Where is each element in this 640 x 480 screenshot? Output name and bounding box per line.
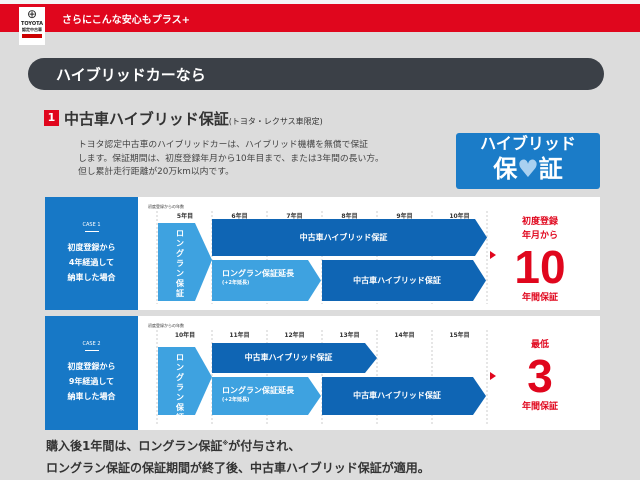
description-line: トヨタ認定中古車のハイブリッドカーは、ハイブリッド機構を無償で保証 [78, 140, 368, 150]
axis-label: 初度登録からの年数 [148, 323, 184, 328]
year-label: 5年目 [176, 213, 194, 220]
year-label: 6年目 [231, 213, 248, 220]
extend-label: ロングラン保証延長 (+2年延長) [222, 268, 312, 286]
year-label: 11年目 [229, 332, 250, 339]
year-label: 7年目 [286, 213, 303, 220]
footnote-mark: ※ [222, 440, 229, 447]
footer-text: が付与され、 [228, 439, 301, 453]
year-label: 10年目 [449, 213, 470, 220]
extend-label: ロングラン保証延長 (+2年延長) [222, 385, 312, 403]
axis-label: 初度登録からの年数 [148, 204, 184, 209]
result-pre-text: 初度登録 [521, 217, 558, 227]
header-band [0, 4, 640, 32]
footer-line2: ロングラン保証の保証期間が終了後、中古車ハイブリッド保証が適用。 [46, 461, 430, 475]
case-description-line: 初度登録から [67, 243, 116, 252]
extend-note: (+2年延長) [222, 397, 250, 403]
divider [84, 231, 99, 232]
result-years: 3 [527, 350, 553, 402]
case-description-line: 4年経過して [68, 258, 115, 267]
longrun-label: ロングラン保証 [176, 353, 184, 422]
section-description: トヨタ認定中古車のハイブリッドカーは、ハイブリッド機構を無償で保証 します。保証… [78, 139, 384, 180]
section-title: 中古車ハイブリッド保証(トヨタ・レクサス車限定) [64, 108, 323, 129]
top-strip [0, 0, 640, 4]
badge-text: 保 [493, 155, 518, 183]
case-label: CASE 2 [82, 341, 101, 347]
case-label-box: CASE 2 初度登録から 9年経過して 納車した場合 [45, 316, 138, 430]
case-label-box: CASE 1 初度登録から 4年経過して 納車した場合 [45, 197, 138, 310]
case-description-line: 初度登録から [67, 362, 116, 371]
longrun-label: ロングラン保証 [176, 229, 184, 298]
badge-line1: ハイブリッド [480, 134, 576, 153]
section-bar-title: ハイブリッドカーなら [28, 58, 604, 90]
toyota-emblem-icon: ⊕ [26, 7, 38, 21]
section-number: 1 [44, 110, 59, 126]
result-summary: 最低 3 年間保証 [500, 338, 580, 414]
case-description-line: 納車した場合 [67, 392, 116, 401]
case-description-line: 納車した場合 [67, 273, 116, 282]
result-pre-text: 最低 [530, 340, 549, 350]
case-description-line: 9年経過して [68, 377, 115, 386]
heart-icon: ♥ [517, 155, 539, 183]
description-line: します。保証期間は、初度登録年月から10年目まで、または3年間の長い方。 [78, 153, 384, 164]
toyota-logo: ⊕ TOYOTA 認定中古車 [19, 7, 45, 45]
hybrid-top-label: 中古車ハイブリッド保証 [244, 353, 333, 362]
logo-ribbon [22, 34, 42, 38]
hybrid-warranty-badge: ハイブリッド 保♥証 [456, 133, 600, 189]
result-pre-text: 年月から [521, 231, 558, 241]
result-post-text: 年間保証 [521, 293, 558, 303]
description-line: 但し累計走行距離が20万km以内です。 [78, 167, 234, 177]
header-tagline: さらにこんな安心もプラス+ [62, 15, 190, 26]
section-title-text: 中古車ハイブリッド保証 [64, 110, 229, 128]
year-label: 8年目 [341, 213, 358, 220]
hybrid-bottom-label: 中古車ハイブリッド保証 [353, 275, 441, 285]
footer-line1: 購入後1年間は、ロングラン保証※が付与され、 [46, 437, 300, 454]
extend-text: ロングラン保証延長 [222, 269, 294, 278]
result-summary: 初度登録年月から 10 年間保証 [500, 215, 580, 305]
hybrid-bottom-label: 中古車ハイブリッド保証 [353, 391, 441, 400]
year-label: 9年目 [396, 213, 413, 220]
badge-text: 証 [538, 155, 563, 183]
extend-text: ロングラン保証延長 [222, 386, 294, 395]
case-label: CASE 1 [82, 222, 101, 228]
logo-text: TOYOTA [20, 21, 44, 27]
extend-note: (+2年延長) [222, 280, 250, 286]
divider [84, 350, 99, 351]
hybrid-top-label: 中古車ハイブリッド保証 [299, 232, 388, 242]
result-post-text: 年間保証 [521, 402, 558, 412]
footer-text: 購入後1年間は、ロングラン保証 [46, 439, 223, 453]
year-label: 12年目 [284, 332, 305, 339]
logo-subtext: 認定中古車 [22, 27, 42, 32]
result-years: 10 [514, 241, 566, 293]
year-label: 15年目 [449, 332, 470, 339]
year-label: 10年目 [174, 332, 196, 339]
year-label: 13年目 [339, 332, 360, 339]
year-label: 14年目 [394, 332, 415, 339]
section-title-note: (トヨタ・レクサス車限定) [228, 117, 323, 126]
